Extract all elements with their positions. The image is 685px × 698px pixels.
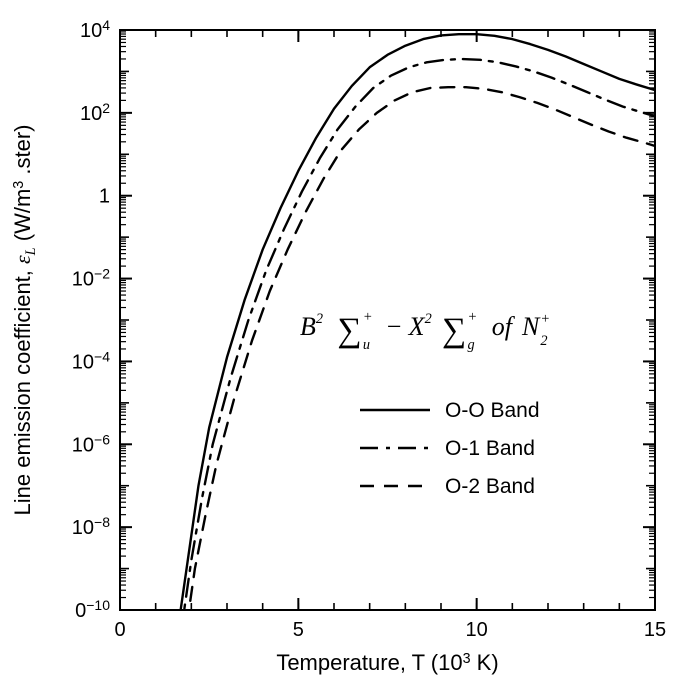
- y-tick-label: 10−6: [72, 431, 110, 456]
- svg-text:2: 2: [425, 311, 432, 327]
- formula-annotation: B2∑+u−X2∑+gofN+2: [300, 309, 550, 353]
- legend-label: O-2 Band: [445, 475, 535, 498]
- x-tick-label: 0: [114, 619, 125, 641]
- svg-text:u: u: [363, 337, 370, 353]
- x-tick-label: 10: [466, 619, 488, 641]
- y-tick-label: 10−8: [72, 514, 110, 539]
- svg-text:∑: ∑: [337, 312, 361, 349]
- series-group: [175, 34, 655, 672]
- y-tick-label: 102: [80, 100, 110, 125]
- svg-text:B: B: [300, 312, 316, 341]
- legend-label: O-O Band: [445, 399, 540, 422]
- y-tick-label: 10−2: [72, 266, 110, 291]
- svg-text:2: 2: [540, 333, 547, 349]
- svg-text:g: g: [468, 337, 475, 353]
- series-line: [181, 87, 655, 672]
- svg-text:N: N: [521, 312, 541, 341]
- svg-text:2: 2: [316, 311, 323, 327]
- x-axis-label: Temperature, T (103 K): [276, 650, 498, 675]
- emission-coefficient-chart: 0 5 10 15 0−10 10−8 10−6 10−4 10−2 1 102 104 Tempera…: [0, 0, 685, 698]
- y-tick-label: 10−4: [72, 348, 110, 373]
- y-tick-label: 0−10: [75, 597, 110, 622]
- chart-svg: 0 5 10 15 0−10 10−8 10−6 10−4 10−2 1 102 104 Tempera…: [0, 0, 685, 698]
- y-axis-label: Line emission coefficient, εL (W/m3 .ste…: [10, 125, 39, 516]
- y-tick-label: 104: [80, 17, 110, 42]
- series-line: [177, 59, 655, 672]
- svg-text:−: −: [385, 312, 403, 341]
- svg-text:+: +: [363, 309, 373, 325]
- svg-text:+: +: [468, 309, 478, 325]
- y-tick-label: 1: [99, 186, 110, 208]
- x-tick-label: 5: [293, 619, 304, 641]
- svg-text:+: +: [540, 311, 550, 327]
- legend-label: O-1 Band: [445, 437, 535, 460]
- svg-text:∑: ∑: [442, 312, 466, 349]
- svg-text:X: X: [408, 312, 426, 341]
- svg-text:of: of: [492, 312, 516, 341]
- x-tick-label: 15: [644, 619, 666, 641]
